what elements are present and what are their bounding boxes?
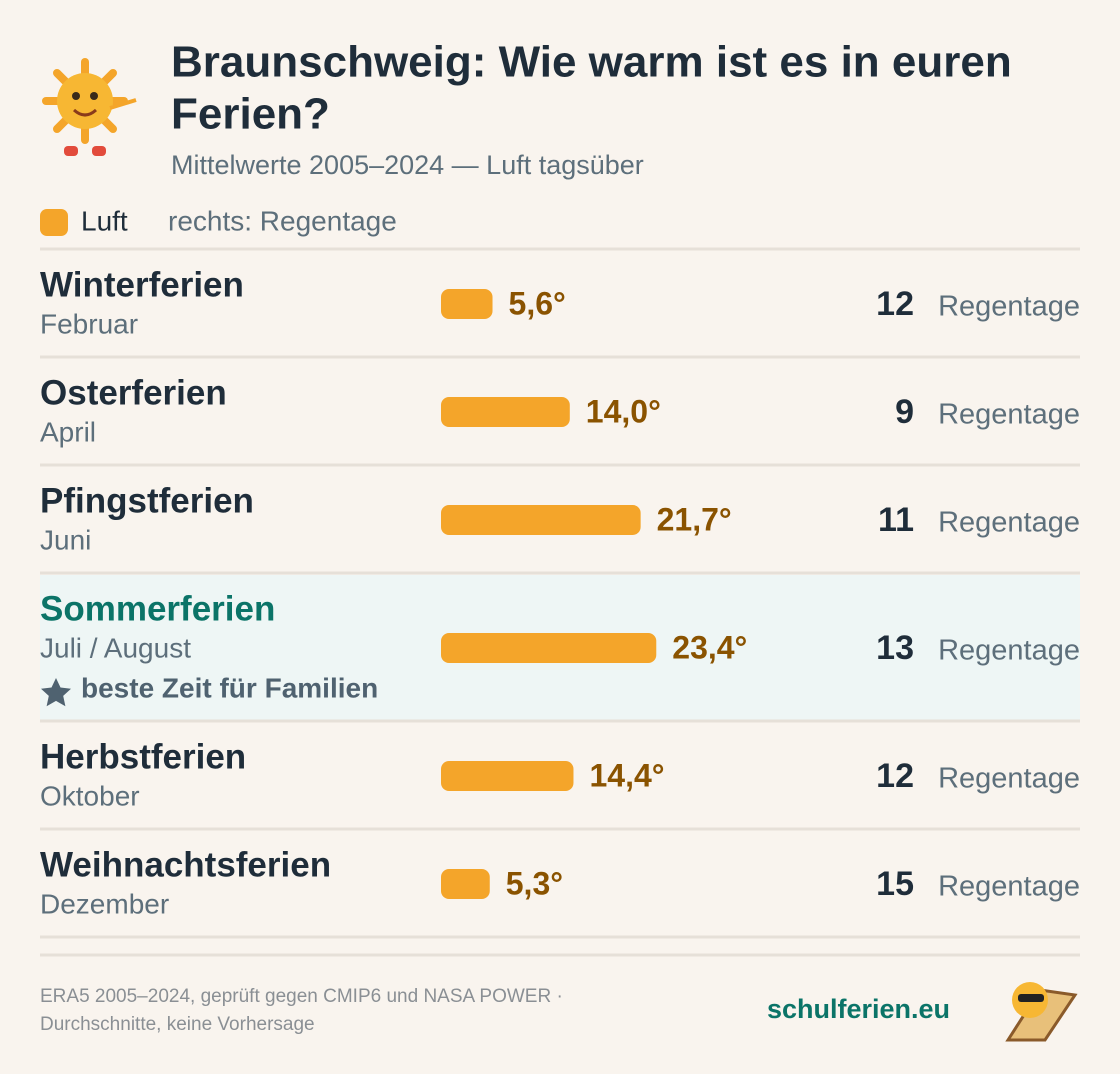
- month-label: Juli / August: [40, 632, 191, 663]
- value-label: 5,3°: [506, 865, 563, 901]
- month-label: Dezember: [40, 888, 169, 919]
- rain-unit: Regentage: [938, 399, 1080, 431]
- highlight-note: beste Zeit für Familien: [81, 672, 378, 703]
- rain-unit: Regentage: [938, 635, 1080, 667]
- value-label: 21,7°: [657, 501, 732, 537]
- rain-unit: Regentage: [938, 871, 1080, 903]
- legend-swatch: [40, 209, 68, 236]
- brand: schulferien.eu: [767, 994, 950, 1024]
- rain-unit: Regentage: [938, 763, 1080, 795]
- rain-unit: Regentage: [938, 507, 1080, 539]
- legend-note: rechts: Regentage: [168, 205, 397, 236]
- rain-days: 15: [876, 865, 914, 903]
- bar: [441, 505, 641, 535]
- month-label: Oktober: [40, 780, 140, 811]
- category-label: Weihnachtsferien: [40, 845, 331, 884]
- bar: [441, 869, 490, 899]
- month-label: April: [40, 416, 96, 447]
- bar: [441, 761, 574, 791]
- month-label: Februar: [40, 308, 138, 339]
- category-label: Pfingstferien: [40, 481, 254, 520]
- beach-sun: [1005, 982, 1078, 1042]
- value-label: 14,4°: [589, 757, 664, 793]
- value-label: 23,4°: [672, 629, 747, 665]
- rain-days: 13: [876, 629, 914, 667]
- month-label: Juni: [40, 524, 91, 555]
- bar: [441, 633, 657, 663]
- bar: [441, 397, 570, 427]
- rain-days: 12: [876, 757, 914, 795]
- rain-unit: Regentage: [938, 291, 1080, 323]
- subtitle: Mittelwerte 2005–2024 — Luft tagsüber: [171, 150, 644, 180]
- title: Ferien?: [171, 90, 330, 139]
- title: Braunschweig: Wie warm ist es in euren: [171, 38, 1012, 87]
- star-icon: [41, 678, 71, 707]
- source: Durchschnitte, keine Vorhersage: [40, 1014, 315, 1035]
- rain-days: 12: [876, 285, 914, 323]
- category-label: Winterferien: [40, 265, 244, 304]
- legend-label: Luft: [81, 205, 128, 236]
- category-label: Osterferien: [40, 373, 227, 412]
- source: ERA5 2005–2024, geprüft gegen CMIP6 und …: [40, 986, 563, 1007]
- category-label: Sommerferien: [40, 589, 275, 628]
- rain-days: 11: [878, 501, 914, 539]
- rain-days: 9: [895, 393, 914, 431]
- value-label: 14,0°: [586, 393, 661, 429]
- sun-mascot: [42, 58, 137, 156]
- value-label: 5,6°: [509, 285, 566, 321]
- bar: [441, 289, 493, 319]
- category-label: Herbstferien: [40, 737, 246, 776]
- rows: Winterferien Februar 5,6° 12 Regentage Osterf…: [40, 247, 1080, 957]
